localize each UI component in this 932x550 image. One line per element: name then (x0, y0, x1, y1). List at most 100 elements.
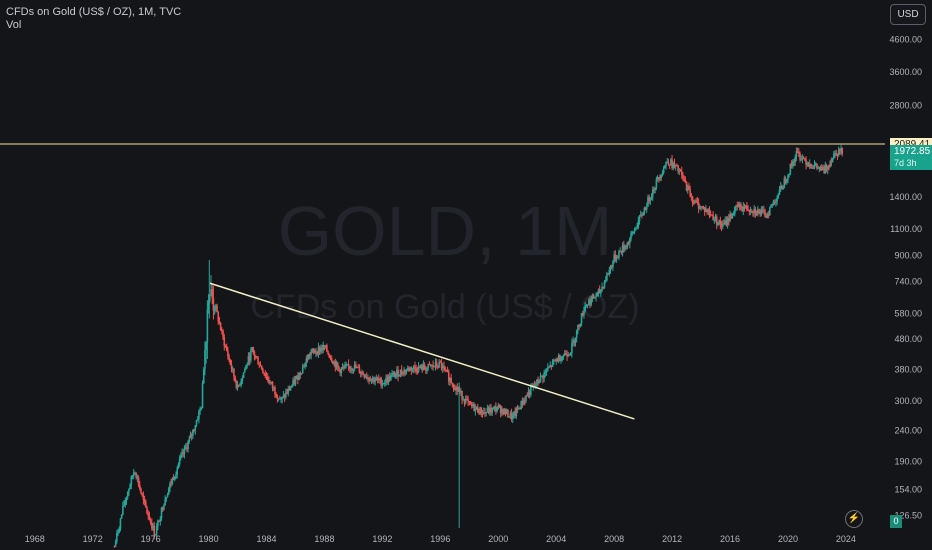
candle-body (656, 177, 659, 180)
candle-body (470, 404, 473, 407)
candle-body (152, 525, 154, 529)
candle-body (235, 381, 238, 388)
candle-body (225, 346, 228, 351)
candle-body (725, 220, 728, 225)
candle-body (585, 305, 588, 307)
candle-body (243, 369, 246, 373)
candle-body (714, 216, 717, 220)
candle-body (151, 523, 153, 529)
candle-body (355, 364, 357, 368)
candle-body (715, 216, 718, 225)
candle-body (399, 369, 402, 375)
candle-body (822, 167, 824, 169)
candle-body (386, 378, 389, 383)
candle-body (328, 354, 331, 358)
candle-body (501, 409, 503, 414)
candle-body (292, 380, 294, 386)
candle-body (754, 208, 757, 214)
candle-body (171, 478, 174, 484)
candle-body (252, 347, 255, 352)
candle-body (231, 368, 234, 370)
time-tick-label: 1972 (83, 534, 103, 544)
candle-body (124, 500, 127, 505)
candle-body (404, 369, 407, 372)
candle-body (260, 365, 263, 370)
candle-body (703, 207, 706, 212)
candle-body (472, 404, 474, 407)
candles-group (113, 144, 844, 548)
candle-body (724, 220, 726, 225)
candle-body (229, 359, 232, 365)
candle-body (562, 355, 565, 357)
candle-body (161, 507, 164, 510)
candle-body (135, 472, 137, 478)
candle-body (451, 383, 454, 386)
candle-body (125, 497, 128, 501)
candle-body (376, 377, 379, 379)
candle-body (327, 351, 329, 355)
candle-body (310, 352, 312, 355)
candle-body (434, 362, 437, 367)
candle-body (723, 223, 725, 225)
candle-body (182, 452, 185, 454)
candle-body (186, 447, 188, 450)
candle-body (392, 373, 395, 375)
candle-body (285, 392, 287, 398)
currency-button[interactable]: USD (890, 4, 926, 25)
time-tick-label: 1992 (372, 534, 392, 544)
candle-body (616, 256, 619, 258)
candle-body (196, 419, 199, 421)
time-axis[interactable]: 1968 1972 1976 1980 1984 1988 1992 1996 2000 2004… (25, 534, 856, 544)
candle-body (629, 238, 631, 244)
candle-body (735, 205, 737, 207)
candle-body (707, 209, 710, 213)
candle-body (802, 157, 805, 160)
candle-body (644, 208, 647, 210)
candle-body (782, 187, 784, 190)
candle-body (660, 175, 663, 179)
candle-body (771, 204, 774, 206)
candle-body (813, 164, 816, 168)
candle-body (693, 202, 695, 204)
candle-body (192, 429, 194, 436)
candle-body (153, 525, 156, 535)
candle-body (480, 407, 483, 414)
candle-body (549, 365, 551, 368)
candle-body (539, 376, 542, 383)
candle-body (412, 366, 415, 369)
candle-body (468, 401, 471, 403)
time-tick-label: 2004 (546, 534, 566, 544)
candle-body (117, 532, 119, 534)
candle-body (491, 407, 494, 413)
candle-body (788, 173, 790, 176)
candle-body (632, 231, 635, 233)
candle-body (596, 292, 599, 297)
symbol-title[interactable]: CFDs on Gold (US$ / OZ), 1M, TVC (6, 6, 182, 18)
price-tick-label: 4600.00 (889, 35, 922, 45)
candle-body (377, 378, 380, 381)
volume-legend-label[interactable]: Vol (6, 19, 22, 31)
candle-body (536, 379, 538, 385)
candle-body (721, 223, 724, 227)
candle-body (155, 526, 158, 535)
candle-body (240, 380, 242, 385)
candle-body (519, 408, 521, 410)
candle-body (626, 242, 629, 248)
candle-body (744, 205, 747, 209)
candle-body (221, 330, 223, 332)
candle-body (422, 364, 425, 371)
candle-body (783, 178, 786, 188)
candle-body (333, 361, 335, 364)
drawings-group[interactable] (0, 143, 885, 420)
candle-body (522, 400, 525, 405)
candle-body (347, 363, 350, 367)
candle-body (814, 163, 817, 165)
candle-body (659, 177, 661, 179)
price-axis[interactable]: 5600.004600.003600.002800.001400.001100.… (889, 8, 922, 520)
lightning-icon[interactable]: ⚡ (845, 510, 863, 528)
candle-body (602, 286, 605, 288)
candle-body (580, 313, 583, 324)
candle-body (581, 313, 584, 316)
candle-body (230, 364, 233, 369)
